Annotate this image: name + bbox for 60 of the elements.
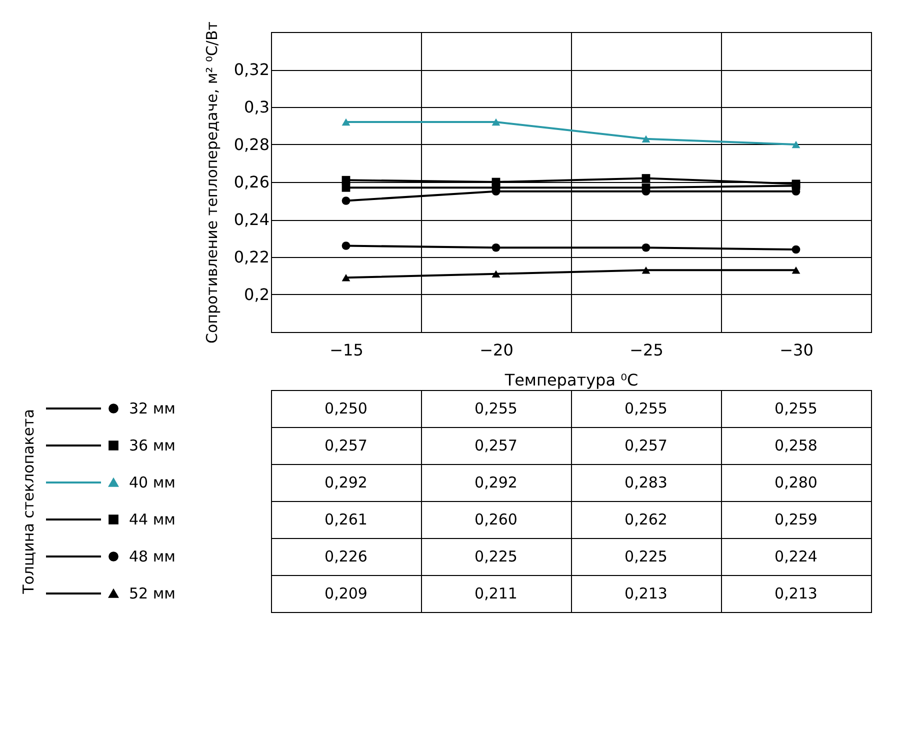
x-axis-title: Температура ⁰C bbox=[504, 370, 638, 390]
point bbox=[642, 266, 650, 274]
data-label: 0,224 bbox=[774, 548, 818, 566]
point bbox=[342, 196, 350, 205]
y-tick-label: 0,26 bbox=[234, 172, 270, 192]
point bbox=[792, 140, 800, 148]
point bbox=[792, 245, 800, 254]
point bbox=[492, 118, 500, 126]
legend-title: Толщина стеклопакета bbox=[20, 409, 38, 595]
data-label: 0,225 bbox=[624, 548, 668, 566]
data-label: 0,261 bbox=[324, 510, 368, 528]
data-label: 0,213 bbox=[774, 584, 818, 602]
x-tick-label: −15 bbox=[330, 340, 364, 360]
data-label: 0,255 bbox=[474, 400, 518, 418]
data-label: 0,280 bbox=[774, 474, 818, 492]
data-label: 0,255 bbox=[624, 400, 668, 418]
data-label: 0,226 bbox=[324, 548, 368, 566]
data-label: 0,292 bbox=[324, 474, 368, 492]
point bbox=[342, 242, 350, 250]
data-label: 0,292 bbox=[474, 474, 518, 492]
y-tick-label: 0,28 bbox=[234, 135, 270, 154]
point bbox=[792, 266, 800, 274]
point bbox=[642, 135, 650, 142]
y-axis-title: Сопротивление теплопередаче, м² ⁰C/Вт bbox=[202, 21, 221, 344]
data-label: 0,213 bbox=[624, 584, 668, 602]
point bbox=[492, 243, 500, 252]
point bbox=[642, 243, 650, 252]
legend-label: 40 мм bbox=[129, 474, 176, 492]
data-label: 0,209 bbox=[324, 584, 368, 602]
data-label: 0,225 bbox=[474, 548, 518, 566]
y-tick-label: 0,32 bbox=[234, 60, 270, 79]
legend-label: 36 мм bbox=[129, 436, 176, 454]
point bbox=[342, 118, 350, 126]
data-label: 0,257 bbox=[324, 436, 368, 454]
point bbox=[492, 270, 500, 278]
legend-label: 32 мм bbox=[129, 400, 176, 418]
data-label: 0,255 bbox=[774, 400, 818, 418]
data-label: 0,260 bbox=[474, 510, 518, 528]
data-label: 0,257 bbox=[474, 436, 518, 454]
point bbox=[342, 176, 350, 184]
data-label: 0,211 bbox=[474, 584, 518, 602]
x-tick-label: −20 bbox=[480, 340, 514, 360]
data-label: 0,262 bbox=[624, 510, 668, 528]
point bbox=[492, 178, 500, 186]
y-tick-label: 0,3 bbox=[244, 98, 270, 116]
legend-label: 48 мм bbox=[129, 548, 176, 566]
data-label: 0,283 bbox=[624, 474, 668, 492]
point bbox=[642, 174, 650, 182]
y-tick-label: 0,2 bbox=[244, 285, 270, 304]
point bbox=[342, 274, 350, 282]
data-label: 0,259 bbox=[774, 510, 818, 528]
data-label: 0,258 bbox=[774, 436, 818, 454]
x-tick-label: −25 bbox=[630, 340, 664, 360]
x-tick-label: −30 bbox=[780, 340, 814, 360]
legend-label: 52 мм bbox=[129, 584, 176, 602]
data-label: 0,257 bbox=[624, 436, 668, 454]
legend-label: 44 мм bbox=[129, 510, 176, 528]
data-label: 0,250 bbox=[324, 400, 368, 418]
y-tick-label: 0,24 bbox=[234, 210, 270, 229]
y-tick-label: 0,22 bbox=[234, 248, 270, 266]
